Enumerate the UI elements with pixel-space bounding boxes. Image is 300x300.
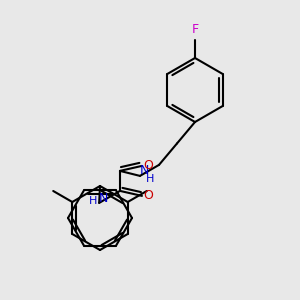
Text: O: O xyxy=(143,189,153,203)
Text: O: O xyxy=(143,159,153,172)
Text: N: N xyxy=(139,164,148,177)
Text: H: H xyxy=(89,196,98,206)
Text: H: H xyxy=(146,174,154,184)
Text: F: F xyxy=(191,23,199,36)
Text: N: N xyxy=(98,192,108,206)
